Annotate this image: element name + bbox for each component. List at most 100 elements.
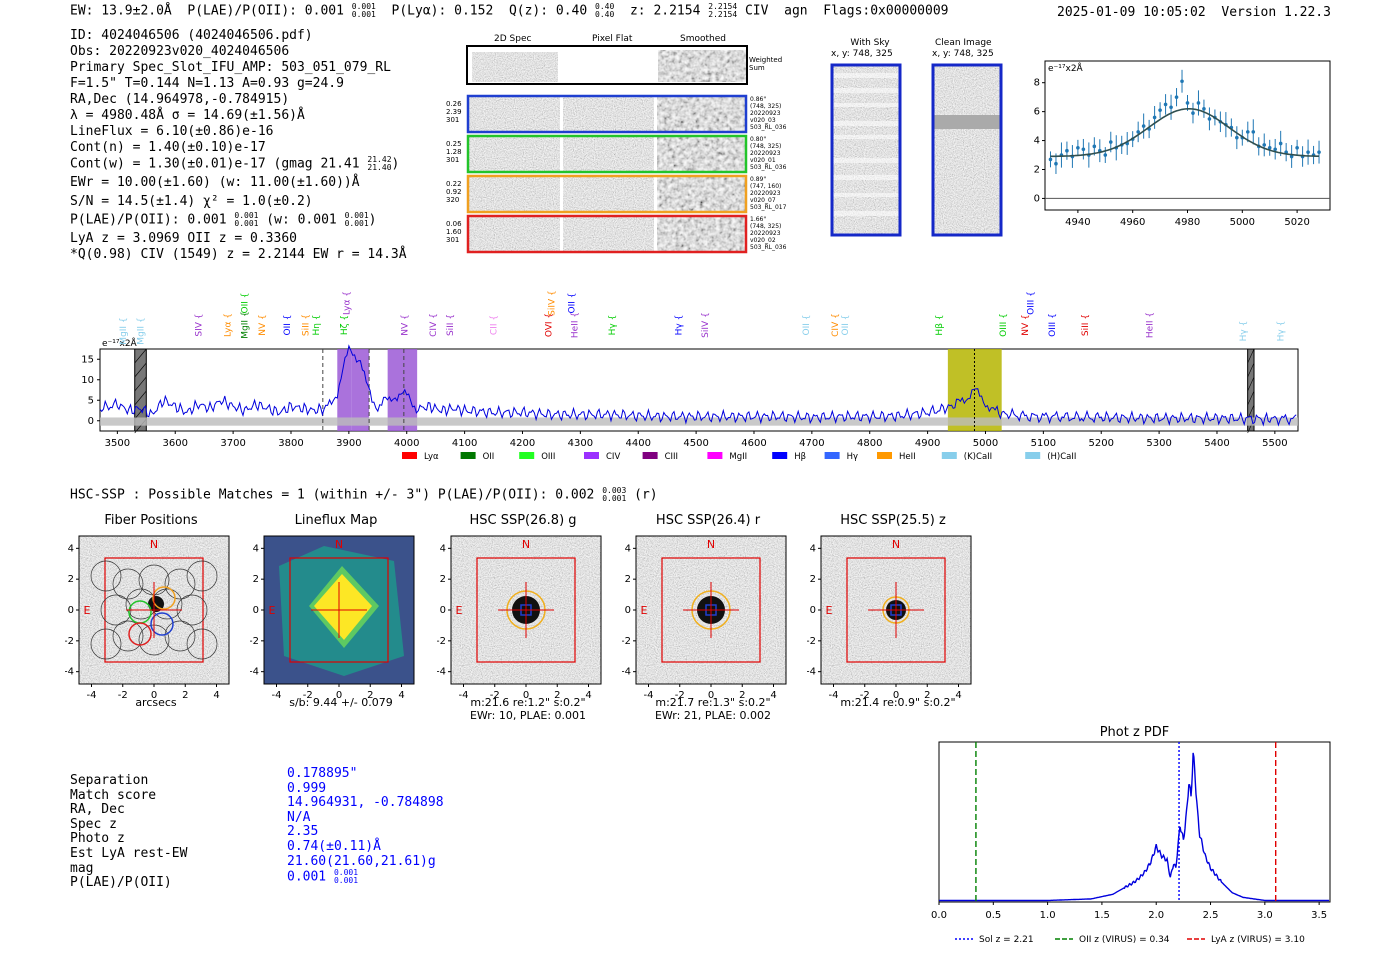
panel-xtick-label: -4 xyxy=(272,690,282,701)
zoom-data-point xyxy=(1196,101,1201,105)
zoom-ytick-label: 0 xyxy=(1034,193,1040,204)
match-value: 0.999 xyxy=(287,780,327,796)
flags-value: Flags:0x00000009 xyxy=(823,3,949,19)
cutout-divider xyxy=(560,136,563,172)
spectrum-line-label: NV { xyxy=(400,314,410,335)
weighted-2dspec xyxy=(472,52,558,82)
info-lambda: λ = 4980.48Å σ = 14.69(±1.56)Å xyxy=(70,108,305,123)
cutout-row-stats: 0.06 1.60 301 xyxy=(446,220,462,244)
info-plae-w-hi: 0.001 xyxy=(344,211,369,220)
cutout-2dspec xyxy=(468,176,562,212)
spectrum-legend-label: Hγ xyxy=(847,452,858,462)
aperture-box xyxy=(476,557,576,663)
zoom-data-point xyxy=(1273,147,1277,152)
spectrum-xtick-label: 3900 xyxy=(336,438,361,449)
hsc-panel-title: Fiber Positions xyxy=(104,513,198,528)
hsc-plae-lo: 0.001 xyxy=(602,494,627,503)
panel-xtick-label: -2 xyxy=(118,690,128,701)
stat-line: 301 xyxy=(446,156,460,164)
cutout-smoothed xyxy=(656,96,746,132)
fiber-circle xyxy=(112,568,144,600)
zoom-data-point xyxy=(1081,147,1086,152)
match-value: 0.178895" xyxy=(287,766,358,781)
pdf-legend-label: OII z (VIRUS) = 0.34 xyxy=(1079,935,1170,945)
panel-ytick-label: 2 xyxy=(253,574,259,585)
stat-line: 1.60 xyxy=(446,228,462,236)
east-label: E xyxy=(826,604,833,617)
spectrum-xtick-label: 5200 xyxy=(1089,438,1114,449)
spectrum-error-band xyxy=(100,417,1298,426)
cutout-2dspec xyxy=(468,216,562,252)
stat-line: 320 xyxy=(446,196,460,204)
info-primary: Primary Spec_Slot_IFU_AMP: 503_051_079_R… xyxy=(70,60,391,75)
panel-ytick-label: -4 xyxy=(807,667,816,678)
east-label: E xyxy=(456,604,463,617)
spectrum-xtick-label: 4900 xyxy=(915,438,940,449)
mask-hatch xyxy=(1247,362,1255,378)
aperture-box xyxy=(104,557,204,663)
info-plae-row: P(LAE)/P(OII): 0.001 0.001 0.001 (w: 0.00… xyxy=(70,211,377,228)
spectrum-legend-swatch xyxy=(824,452,840,459)
spectrum-line-label: OIII { xyxy=(1027,291,1037,315)
info-plae-lo: 0.001 xyxy=(234,219,259,228)
col-title-smoothed: Smoothed xyxy=(680,34,726,44)
match-plae: 0.001 xyxy=(287,869,327,885)
zoom-data-point xyxy=(1152,115,1157,120)
spectrum-line-label: MgII { xyxy=(137,317,147,344)
north-label: N xyxy=(892,538,900,551)
panel-xtick-label: 2 xyxy=(739,690,745,701)
zoom-data-point xyxy=(1185,101,1190,105)
cutout-row-frame xyxy=(466,134,748,174)
east-label: E xyxy=(641,604,648,617)
spectrum-xtick-label: 4200 xyxy=(510,438,535,449)
info-obs: Obs: 20220923v020_4024046506 xyxy=(70,44,290,59)
spectrum-line-label: NV { xyxy=(1021,314,1031,335)
cutout-2dspec xyxy=(468,136,562,172)
spectrum-line-label: Hβ { xyxy=(935,314,945,335)
spectrum-legend-label: (H)CaII xyxy=(1047,452,1076,462)
panel-ytick-label: -4 xyxy=(65,667,74,678)
panel-ytick-label: 0 xyxy=(625,605,631,616)
cutout-row-frame xyxy=(466,214,748,254)
spectrum-line-label: Hη { xyxy=(312,314,322,335)
match-label: RA, Dec xyxy=(70,802,125,818)
north-label: N xyxy=(335,538,343,551)
east-label: E xyxy=(84,604,91,617)
fiber-circle xyxy=(90,560,122,592)
panel-ytick-label: 4 xyxy=(253,543,259,554)
clean-image xyxy=(933,65,1001,235)
hsc-panel-caption: EWr: 21, PLAE: 0.002 xyxy=(654,709,772,722)
spectrum-line-label: OVI { xyxy=(545,313,555,337)
zoom-xtick-label: 4940 xyxy=(1065,217,1090,228)
zoom-data-point xyxy=(1262,143,1267,147)
full-spectrum-chart: e⁻¹⁷x2Å 0 5 10 15 3500 3600 3700 3800 3900 4000 410… xyxy=(81,290,1299,462)
zoom-emission-chart: e⁻¹⁷x2Å 0 2 4 6 8 4940 4960 4980 5000 5020 xyxy=(1034,60,1331,228)
line-id: CIV xyxy=(744,3,769,19)
fiber-highlight-orange xyxy=(152,586,176,610)
spectrum-line-label: Lyα { xyxy=(343,291,353,315)
meta-line: 20220923 xyxy=(750,150,781,157)
hsc-panel-title: HSC SSP(26.8) g xyxy=(469,513,577,528)
zoom-data-point xyxy=(1065,148,1069,153)
meta-line: (747, 160) xyxy=(750,183,782,190)
pdf-legend-label: Sol z = 2.21 xyxy=(979,935,1034,945)
cutout-smoothed xyxy=(656,136,746,172)
meta-line: 0.89" xyxy=(750,176,767,183)
panel-xtick-label: -4 xyxy=(459,690,469,701)
spectrum-xtick-label: 3500 xyxy=(105,438,130,449)
info-id: ID: 4024046506 (4024046506.pdf) xyxy=(70,28,313,43)
fiber-circle xyxy=(164,568,196,600)
spectrum-legend-swatch xyxy=(584,452,599,459)
mask-hatch xyxy=(134,390,147,406)
spectrum-legend-swatch xyxy=(402,452,417,459)
stat-line: 0.26 xyxy=(446,100,462,108)
col-title-2dspec: 2D Spec xyxy=(494,34,532,44)
spectrum-legend-swatch xyxy=(642,452,658,459)
zoom-data-point xyxy=(1108,140,1113,144)
zoom-plot-frame xyxy=(1044,60,1331,211)
qz-value: Q(z): 0.40 xyxy=(508,3,588,19)
clean-image-title: Clean Image xyxy=(935,38,992,48)
zoom-data-point xyxy=(1245,130,1250,134)
pdf-xtick-label: 2.0 xyxy=(1148,910,1164,921)
panel-ytick-label: 0 xyxy=(440,605,446,616)
